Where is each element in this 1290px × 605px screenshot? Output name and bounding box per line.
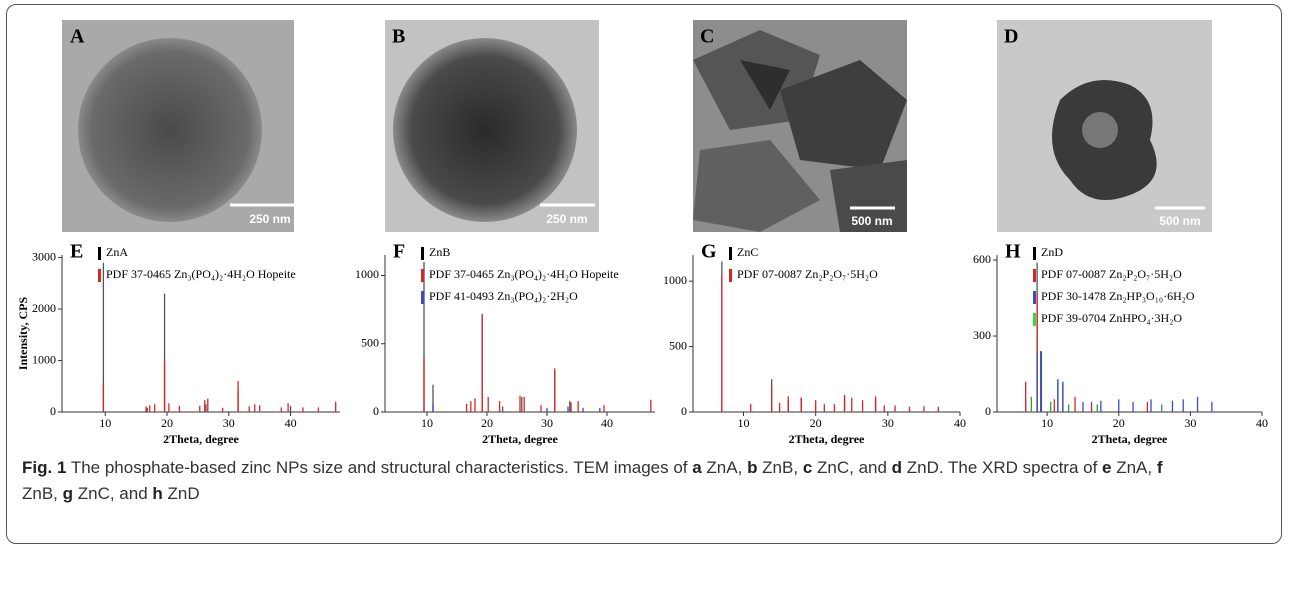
figure: 250 nm A 250 nm B 500 nm C 500 nm D 0100… [16,20,1268,446]
caption-letter: c [802,458,813,477]
tem-image-d: 500 nm D [997,20,1212,232]
panel-label: D [1004,26,1018,48]
panel-label: A [70,26,85,48]
y-tick-label: 1000 [355,267,379,281]
caption-text: ZnD [162,484,200,503]
caption-text: ZnB, [757,458,803,477]
x-axis-label: 2Theta, degree [482,432,558,446]
scale-bar-label: 250 nm [546,212,587,226]
scale-bar-label: 500 nm [851,214,892,228]
legend-marker [729,247,732,260]
legend-label: ZnA [106,245,128,259]
legend-label: PDF 39-0704 ZnHPO₄·3H₂O [1041,311,1182,325]
legend-marker [421,247,424,260]
caption: Fig. 1 The phosphate-based zinc NPs size… [22,455,1262,507]
caption-letter: e [1102,458,1112,477]
x-tick-label: 20 [810,416,822,430]
caption-text: The phosphate-based zinc NPs size and st… [66,458,693,477]
x-tick-label: 30 [1184,416,1196,430]
y-tick-label: 2000 [32,301,56,315]
legend-label: PDF 07-0087 Zn₂P₂O₇·5H₂O [1041,267,1182,281]
caption-text: ZnC, and [73,484,153,503]
caption-text: ZnB, [22,484,63,503]
legend-marker [1033,313,1036,326]
scale-bar-label: 500 nm [1159,214,1200,228]
y-tick-label: 0 [373,404,379,418]
x-tick-label: 40 [601,416,613,430]
y-tick-label: 0 [681,404,687,418]
caption-letter: d [891,458,903,477]
caption-letter: a [692,458,702,477]
legend-marker [98,269,101,282]
x-axis-label: 2Theta, degree [789,432,865,446]
y-tick-label: 300 [973,328,991,342]
legend-label: PDF 37-0465 Zn₃(PO₄)₂·4H₂O Hopeite [106,267,296,281]
legend-label: PDF 37-0465 Zn₃(PO₄)₂·4H₂O Hopeite [429,267,619,281]
y-tick-label: 1000 [663,273,687,287]
x-tick-label: 10 [1041,416,1053,430]
x-tick-label: 20 [1113,416,1125,430]
x-tick-label: 10 [421,416,433,430]
x-tick-label: 40 [1256,416,1268,430]
panel-label: H [1005,241,1021,263]
tem-image-c: 500 nm C [693,20,907,232]
x-tick-label: 30 [882,416,894,430]
y-tick-label: 1000 [32,352,56,366]
x-tick-label: 10 [99,416,111,430]
caption-letter: b [747,458,758,477]
legend-label: PDF 30-1478 Zn₂HP₃O₁₀·6H₂O [1041,289,1195,303]
caption-label: Fig. 1 [22,458,67,477]
legend-marker [1033,291,1036,304]
x-tick-label: 30 [223,416,235,430]
scale-bar-label: 250 nm [249,212,290,226]
caption-letter: g [62,484,74,503]
caption-text: ZnA, [701,458,748,477]
legend-marker [1033,269,1036,282]
caption-text: ZnA, [1111,458,1157,477]
panel-label: G [701,241,717,263]
x-tick-label: 30 [541,416,553,430]
legend-label: ZnD [1041,245,1063,259]
caption-text: ZnC, and [812,458,892,477]
tem-image-a: 250 nm A [62,20,310,232]
x-tick-label: 10 [738,416,750,430]
caption-letter: h [152,484,163,503]
x-tick-label: 40 [954,416,966,430]
x-tick-label: 40 [285,416,297,430]
legend-marker [421,269,424,282]
x-axis-label: 2Theta, degree [1092,432,1168,446]
figure-frame [6,4,1282,544]
caption-letter: f [1156,458,1163,477]
y-tick-label: 600 [973,252,991,266]
legend-label: PDF 41-0493 Zn₃(PO₄)₂·2H₂O [429,289,578,303]
panel-label: E [70,241,83,263]
y-tick-label: 500 [669,338,687,352]
x-tick-label: 20 [161,416,173,430]
x-tick-label: 20 [481,416,493,430]
y-tick-label: 0 [50,404,56,418]
tem-image-b: 250 nm B [385,20,599,232]
panel-label: B [392,26,405,48]
y-tick-label: 500 [361,335,379,349]
legend-marker [98,247,101,260]
legend-marker [1033,247,1036,260]
legend-label: ZnC [737,245,758,259]
legend-label: ZnB [429,245,450,259]
y-tick-label: 3000 [32,249,56,263]
x-axis-label: 2Theta, degree [163,432,239,446]
panel-label: C [700,26,714,48]
legend-label: PDF 07-0087 Zn₂P₂O₇·5H₂O [737,267,878,281]
legend-marker [729,269,732,282]
panel-label: F [393,241,405,263]
caption-text: ZnD. The XRD spectra of [902,458,1103,477]
y-axis-label: Intensity, CPS [16,297,30,371]
y-tick-label: 0 [985,404,991,418]
legend-marker [421,291,424,304]
